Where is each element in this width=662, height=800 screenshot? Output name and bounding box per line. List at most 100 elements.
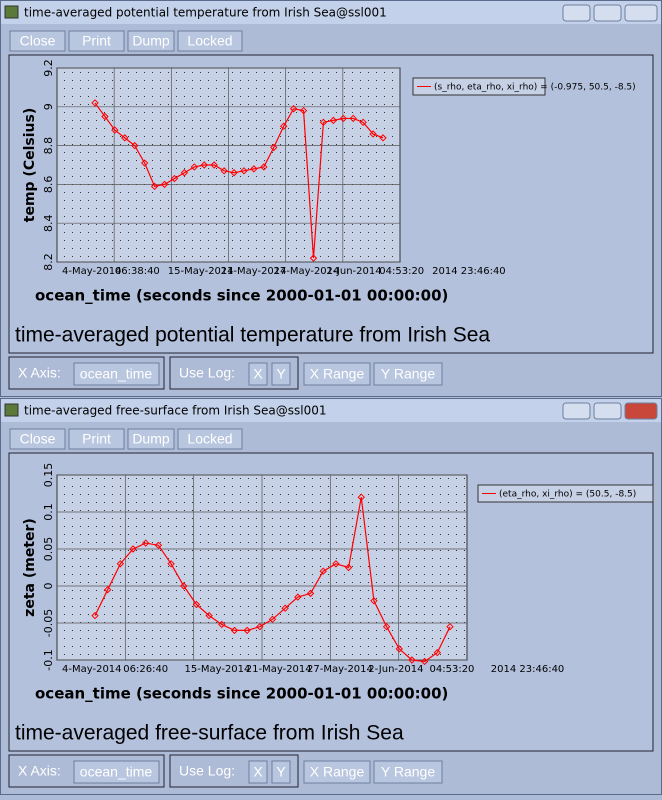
control-group: [8, 356, 165, 390]
point-marker: [268, 615, 277, 624]
x-tick-label: 4-May-2014: [62, 664, 122, 675]
button-label[interactable]: Locked: [187, 33, 232, 49]
point-marker: [205, 611, 213, 620]
toggle[interactable]: [248, 362, 268, 386]
point-marker: [408, 656, 416, 664]
toggle[interactable]: [271, 362, 291, 386]
x-tick-label: 21-May-2014: [221, 266, 287, 277]
point-marker: [210, 161, 218, 169]
dropdown[interactable]: [73, 362, 160, 386]
point-marker: [140, 159, 149, 167]
button-label[interactable]: Dump: [132, 431, 170, 447]
control-group: [8, 754, 165, 788]
y-axis-label: zeta (meter): [22, 518, 38, 617]
y-tick-label: 8.2: [42, 253, 55, 271]
close-button[interactable]: [624, 402, 658, 420]
button[interactable]: [373, 362, 443, 386]
minimize-button[interactable]: [562, 4, 591, 22]
toggle-label[interactable]: Y: [276, 366, 286, 382]
button-label[interactable]: Y Range: [381, 366, 435, 382]
button[interactable]: [303, 760, 371, 784]
label: X Axis:: [18, 365, 61, 381]
x-tick-label: 27-May-2014: [307, 664, 373, 675]
point-marker: [306, 589, 315, 598]
point-marker: [344, 563, 353, 572]
point-marker: [270, 143, 278, 152]
legend-label: (s_rho, eta_rho, xi_rho) = (-0.975, 50.5…: [434, 83, 636, 93]
point-marker: [359, 118, 367, 127]
point-marker: [370, 597, 378, 605]
toggle-label[interactable]: Y: [276, 764, 286, 780]
point-marker: [111, 126, 119, 134]
button[interactable]: [127, 30, 175, 52]
button[interactable]: [373, 760, 443, 784]
legend-box: [412, 77, 546, 96]
window: time-averaged potential temperature from…: [0, 0, 662, 397]
window: time-averaged free-surface from Irish Se…: [0, 398, 662, 795]
point-marker: [369, 130, 377, 138]
y-tick-label: 9.2: [42, 59, 55, 77]
x-axis-label: ocean_time (seconds since 2000-01-01 00:…: [35, 685, 448, 703]
button[interactable]: [177, 428, 243, 450]
x-tick-label: 27-May-2014: [274, 266, 340, 277]
point-marker: [154, 541, 163, 550]
button-label[interactable]: Locked: [187, 431, 232, 447]
point-marker: [129, 545, 137, 553]
dropdown-value[interactable]: ocean_time: [80, 366, 153, 382]
point-marker: [395, 645, 403, 653]
minimize-button[interactable]: [562, 402, 591, 420]
point-marker: [116, 560, 125, 568]
point-marker: [240, 167, 248, 175]
button[interactable]: [9, 30, 66, 52]
button[interactable]: [127, 428, 175, 450]
y-tick-label: 9: [42, 103, 55, 110]
button-label[interactable]: Dump: [132, 33, 170, 49]
label: X Axis:: [18, 763, 61, 779]
close-button[interactable]: [624, 4, 658, 22]
point-marker: [192, 600, 201, 609]
point-marker: [230, 169, 238, 177]
point-marker: [382, 622, 391, 631]
x-tick-label: 06:38:40: [115, 266, 160, 277]
button-label[interactable]: Print: [82, 431, 111, 447]
point-marker: [349, 114, 357, 123]
button[interactable]: [9, 428, 66, 450]
button[interactable]: [177, 30, 243, 52]
toggle-label[interactable]: X: [253, 764, 263, 780]
point-marker: [180, 582, 188, 590]
toggle[interactable]: [248, 760, 268, 784]
point-marker: [218, 620, 226, 629]
dropdown[interactable]: [73, 760, 160, 784]
maximize-button[interactable]: [593, 402, 622, 420]
point-marker: [170, 174, 179, 183]
button-label[interactable]: X Range: [310, 764, 365, 780]
y-tick-label: -0.05: [42, 609, 55, 637]
point-marker: [180, 169, 189, 177]
control-group: [169, 356, 299, 390]
title-bar: [1, 399, 661, 422]
x-tick-label: 15-May-2014: [185, 664, 251, 675]
point-marker: [250, 165, 258, 173]
button[interactable]: [303, 362, 371, 386]
toggle-label[interactable]: X: [253, 366, 263, 382]
button[interactable]: [68, 30, 125, 52]
point-marker: [243, 626, 251, 635]
series-line: [94, 497, 451, 663]
point-marker: [150, 182, 159, 191]
button[interactable]: [68, 428, 125, 450]
button-label[interactable]: Y Range: [381, 764, 435, 780]
maximize-button[interactable]: [593, 4, 622, 22]
toggle[interactable]: [271, 760, 291, 784]
chart-title: time-averaged free-surface from Irish Se…: [15, 722, 404, 745]
button-label[interactable]: Print: [82, 33, 111, 49]
y-tick-label: -0.1: [42, 649, 55, 670]
x-tick-label: 2014 23:46:40: [432, 266, 506, 277]
y-tick-label: 0.15: [42, 463, 55, 488]
point-marker: [433, 648, 442, 657]
button-label[interactable]: Close: [20, 33, 56, 49]
point-marker: [379, 134, 387, 142]
dropdown-value[interactable]: ocean_time: [80, 764, 153, 780]
y-tick-label: 8.6: [42, 176, 55, 194]
button-label[interactable]: X Range: [310, 366, 365, 382]
button-label[interactable]: Close: [20, 431, 56, 447]
